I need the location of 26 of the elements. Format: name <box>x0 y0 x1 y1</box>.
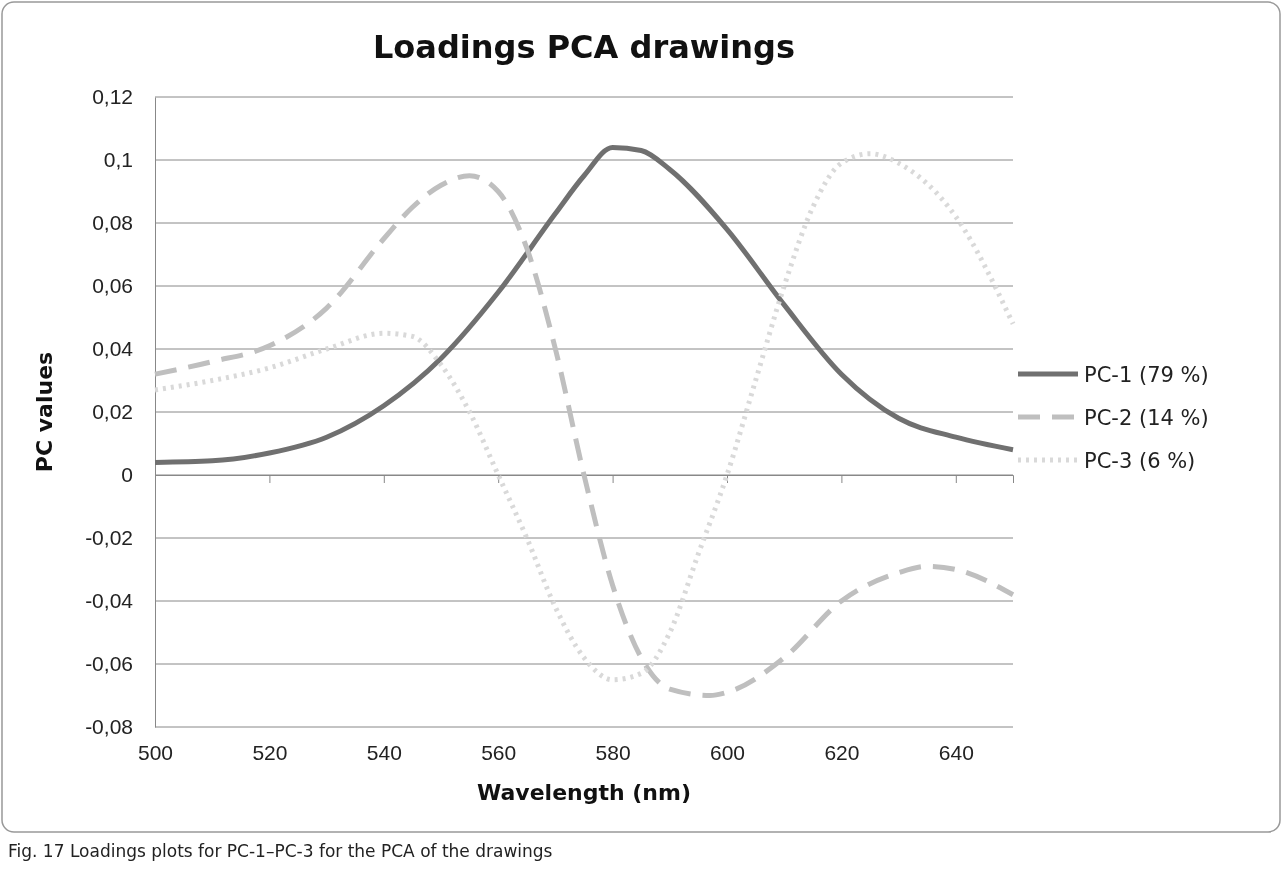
x-tick-label: 640 <box>938 740 974 764</box>
x-tick-label: 560 <box>481 740 517 764</box>
y-tick-label: 0 <box>121 463 133 487</box>
y-tick-label: -0,06 <box>85 652 133 676</box>
x-tick-label: 540 <box>366 740 402 764</box>
x-tick-label: 520 <box>252 740 288 764</box>
y-tick-label: -0,08 <box>85 715 133 739</box>
y-tick-label: 0,1 <box>103 148 133 172</box>
y-tick-label: 0,12 <box>92 85 133 109</box>
chart-title: Loadings PCA drawings <box>372 28 796 66</box>
legend-label: PC-2 (14 %) <box>1084 406 1209 430</box>
y-axis-title: PC values <box>32 351 57 473</box>
x-tick-label: 600 <box>709 740 746 764</box>
legend-label: PC-1 (79 %) <box>1084 363 1209 387</box>
y-tick-label: -0,02 <box>85 526 133 550</box>
caption: Fig. 17 Loadings plots for PC-1–PC-3 for the PCA of the drawings <box>8 841 553 861</box>
x-tick-label: 580 <box>595 740 631 764</box>
y-tick-label: 0,08 <box>92 211 133 235</box>
x-axis-title: Wavelength (nm) <box>477 780 691 805</box>
y-tick-label: 0,02 <box>92 400 133 424</box>
y-tick-label: -0,04 <box>85 589 134 613</box>
y-tick-label: 0,04 <box>92 337 134 361</box>
legend-label: PC-3 (6 %) <box>1084 449 1196 473</box>
x-tick-label: 620 <box>824 740 860 764</box>
x-tick-label: 500 <box>137 740 174 764</box>
y-tick-label: 0,06 <box>92 274 133 298</box>
